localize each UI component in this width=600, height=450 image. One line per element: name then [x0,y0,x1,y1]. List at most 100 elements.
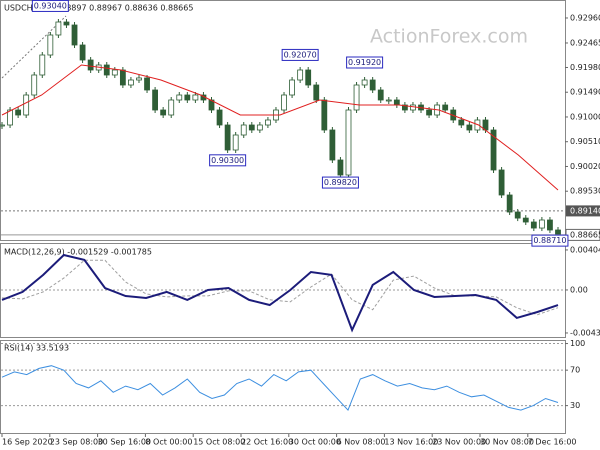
candle [345,109,352,176]
candle [466,124,473,131]
level-label: 0.89140 [570,206,600,215]
annotation-box [346,56,384,69]
candle [136,77,142,81]
candle [514,211,521,219]
candle [506,194,513,213]
candle [7,109,13,126]
y-tick-label: 0.92465 [570,38,600,47]
x-tick-label: 13 Nov 16:00 [384,438,438,447]
y-tick-label: 0.91000 [570,112,600,121]
candle [538,219,545,229]
y-tick-label: 0.91490 [570,88,600,97]
candle [498,169,505,196]
candle [289,79,295,96]
candle [31,74,38,96]
annotation-box [209,154,247,167]
candle [321,99,328,131]
price-panel [0,0,566,241]
y-tick-label: 0.90020 [570,162,600,171]
annotation-box [31,0,69,12]
candle [103,64,110,76]
macd-line [1,253,559,333]
candle [530,221,537,229]
candle [248,124,255,131]
candle [39,54,46,76]
x-tick-label: 6 Nov 08:00 [337,438,386,447]
candle [47,34,54,56]
candle [369,79,376,91]
annotation: 0.90300 [211,156,244,165]
y-tick-label: 0.00 [570,285,588,294]
candle [224,124,231,151]
x-tick-label: 16 Sep 2020 [2,438,53,447]
candle [410,104,416,111]
candle [216,109,223,126]
y-tick-label: -0.004351 [570,328,600,337]
candle [55,21,62,36]
candle [23,94,30,116]
y-tick-label: 0.90510 [570,137,600,146]
candle [377,89,384,101]
y-tick-label: 100 [570,339,585,348]
candle [265,119,271,126]
y-tick-label: 70 [570,366,580,375]
candle [297,69,304,81]
annotation: 0.89820 [324,178,357,187]
candle [458,119,465,126]
candle [329,129,336,161]
annotation-box [281,48,319,61]
x-tick-label: 22 Oct 16:00 [241,438,293,447]
candle [256,124,263,131]
candle [361,79,368,86]
level-label-box [566,205,600,217]
candle [547,219,553,231]
annotation: 0.88710 [533,236,566,245]
candle [63,21,70,26]
y-tick-label: 30 [570,401,580,410]
rsi-panel [0,340,566,434]
annotation-box [531,234,569,247]
candle [393,99,400,106]
candle [555,229,561,236]
candle [337,159,344,176]
y-tick-label: 0.004048 [570,245,600,254]
candle [152,89,159,111]
candle [128,79,134,86]
annotation: 0.91920 [348,58,381,67]
trend-line [1,15,67,79]
candle [87,59,94,71]
annotation-box [321,176,359,189]
candle [119,69,126,86]
candle [144,77,150,91]
watermark: ActionForex.com [370,26,528,48]
moving-average [1,64,559,191]
candle [176,94,183,101]
candle [111,69,118,76]
y-tick-label: 0.91980 [570,63,600,72]
x-tick-label: 30 Oct 00:00 [289,438,341,447]
candle [232,134,239,151]
x-tick-label: 30 Nov 08:00 [480,438,534,447]
x-tick-label: 30 Sep 16:00 [98,438,151,447]
candle [192,94,199,101]
candle [442,104,449,111]
candle [522,217,529,223]
y-tick-label: 0.89530 [570,187,600,196]
candle [168,99,175,116]
y-tick-label: 0.92960 [570,13,600,22]
candle [240,124,247,136]
candle [426,109,432,116]
annotation: 0.93040 [34,1,67,10]
macd-title: MACD(12,26,9) -0.001529 -0.001785 [4,248,152,257]
chart-title: USDCHF,H4 0.88897 0.88967 0.88636 0.8866… [4,4,193,13]
candle [184,94,191,101]
x-tick-label: 8 Oct 00:00 [145,438,192,447]
candle [313,84,320,101]
x-tick-label: 7 Dec 16:00 [528,438,577,447]
candle [385,99,392,102]
candle [281,94,287,111]
candle [160,109,167,116]
annotation: 0.92070 [284,50,317,59]
candle [401,104,408,111]
